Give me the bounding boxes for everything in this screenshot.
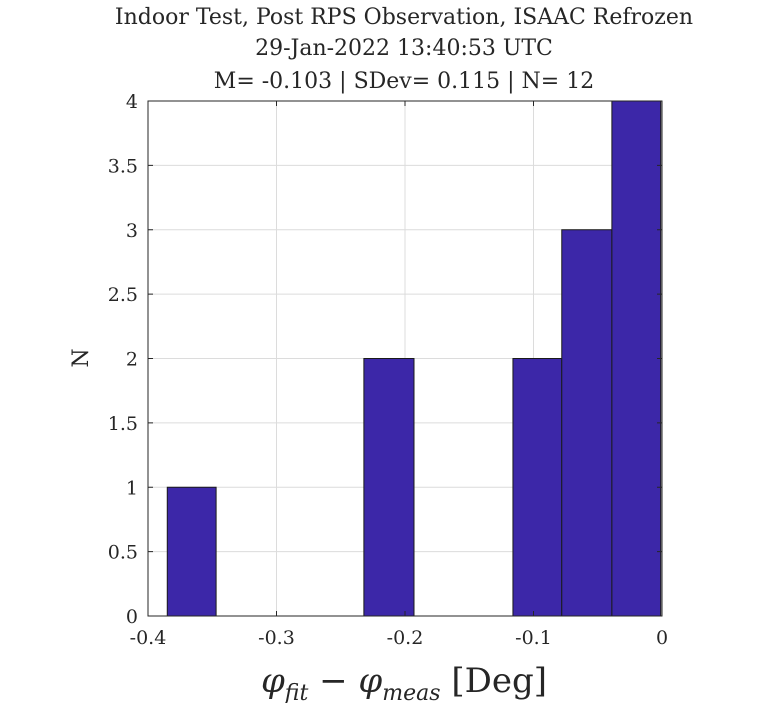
- x-label-minus: −: [308, 661, 358, 701]
- y-tick-label: 0: [126, 606, 138, 628]
- histogram-bar: [611, 100, 662, 617]
- chart-title: Indoor Test, Post RPS Observation, ISAAC…: [115, 5, 693, 94]
- x-tick-label: -0.1: [515, 627, 552, 649]
- title-line-3: M= -0.103 | SDev= 0.115 | N= 12: [214, 69, 594, 94]
- x-label-sub-fit: fit: [283, 681, 309, 703]
- x-label-unit: [Deg]: [441, 661, 547, 701]
- histogram-bar: [512, 358, 563, 617]
- y-tick-label: 2.5: [108, 284, 138, 306]
- x-tick-label: 0: [656, 627, 668, 649]
- y-tick-labels: 0 0.5 1 1.5 2 2.5 3 3.5 4: [108, 91, 138, 628]
- x-axis-label: φfit − φmeas [Deg]: [261, 661, 547, 703]
- y-axis-label: N: [69, 348, 94, 367]
- y-tick-label: 4: [126, 91, 138, 113]
- y-tick-label: 3: [126, 220, 138, 242]
- histogram-bar: [561, 229, 613, 617]
- y-tick-label: 0.5: [108, 542, 138, 564]
- y-tick-label: 3.5: [108, 155, 138, 177]
- x-label-phi-1: φ: [261, 661, 285, 701]
- histogram-bars: [166, 100, 662, 617]
- title-line-1: Indoor Test, Post RPS Observation, ISAAC…: [115, 5, 693, 30]
- y-tick-label: 1: [126, 477, 138, 499]
- y-tick-label: 1.5: [108, 413, 138, 435]
- x-tick-labels: -0.4 -0.3 -0.2 -0.1 0: [130, 627, 668, 649]
- histogram-bar: [363, 358, 415, 617]
- x-label-phi-2: φ: [358, 661, 382, 701]
- y-tick-label: 2: [126, 349, 138, 371]
- x-tick-label: -0.3: [258, 627, 295, 649]
- x-tick-label: -0.4: [130, 627, 167, 649]
- x-label-sub-meas: meas: [382, 681, 440, 703]
- axis-ticks: [147, 100, 663, 617]
- x-tick-label: -0.2: [387, 627, 424, 649]
- histogram-bar: [166, 486, 217, 617]
- title-line-2: 29-Jan-2022 13:40:53 UTC: [255, 36, 553, 61]
